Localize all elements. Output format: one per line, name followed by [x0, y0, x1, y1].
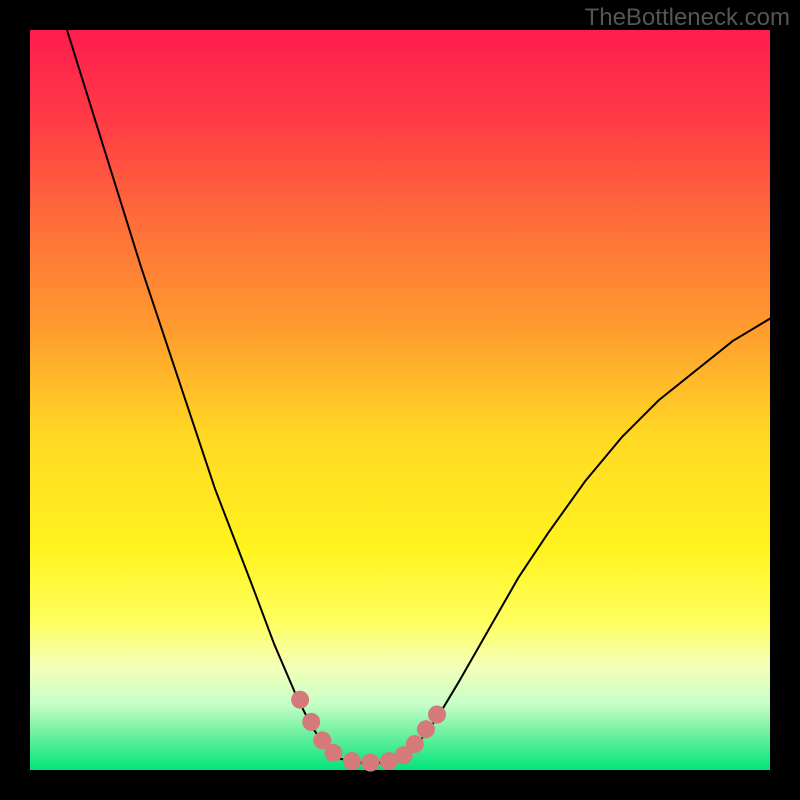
watermark-text: TheBottleneck.com: [585, 4, 790, 32]
data-marker: [343, 752, 361, 770]
data-marker: [406, 735, 424, 753]
data-marker: [361, 754, 379, 772]
data-marker: [417, 720, 435, 738]
data-marker: [291, 691, 309, 709]
bottleneck-chart: TheBottleneck.com: [0, 0, 800, 800]
data-marker: [302, 713, 320, 731]
data-marker: [324, 744, 342, 762]
chart-svg: [0, 0, 800, 800]
data-marker: [428, 706, 446, 724]
